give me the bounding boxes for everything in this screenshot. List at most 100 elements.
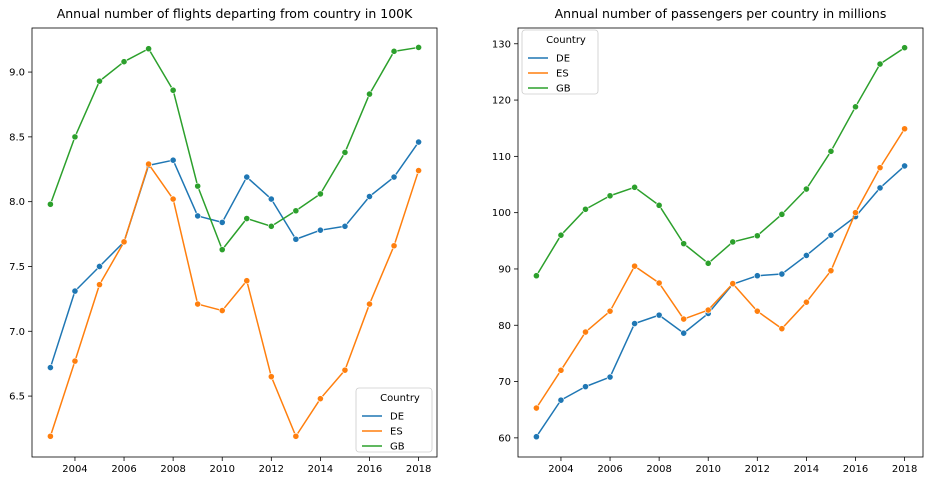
passengers-point-es [557,366,565,374]
passengers-point-gb [852,103,859,111]
passengers-point-es [680,315,688,323]
flights-point-gb [218,246,226,254]
passengers-x-tick-label: 2018 [892,464,917,475]
flights-point-gb [145,45,152,53]
flights-point-es [218,307,226,314]
flights-y-tick-label: 8.5 [9,132,25,143]
passengers-point-es [729,280,737,287]
flights-point-es [120,238,128,246]
flights-point-es [194,300,202,308]
passengers-y-tick-label: 100 [492,208,511,219]
passengers-x-tick-label: 2012 [745,464,770,475]
flights-point-es [47,432,54,440]
passengers-chart-panel: Annual number of passengers per country … [492,6,924,475]
passengers-point-gb [680,240,688,248]
passengers-point-es [778,325,786,333]
flights-point-es [366,300,373,308]
flights-point-de [292,235,300,243]
passengers-point-de [631,320,638,327]
passengers-point-es [852,209,859,217]
passengers-point-de [778,270,786,278]
flights-point-gb [390,47,398,55]
passengers-series-line-de [535,165,906,438]
passengers-point-es [533,404,540,412]
passengers-point-es [704,306,712,314]
passengers-point-de [827,231,835,239]
flights-point-gb [194,182,202,190]
flights-x-tick-label: 2016 [357,464,382,475]
passengers-point-gb [753,232,761,240]
flights-point-de [267,195,275,203]
passengers-point-gb [582,205,589,213]
passengers-point-es [582,328,589,336]
flights-point-gb [366,90,373,98]
passengers-legend-box [521,29,599,95]
passengers-point-es [753,307,761,315]
flights-point-gb [169,86,177,94]
passengers-point-gb [606,192,614,200]
flights-y-tick-label: 8.0 [9,197,25,208]
passengers-y-tick-label: 120 [492,96,511,107]
passengers-x-tick-label: 2008 [646,464,671,475]
flights-point-es [243,277,251,285]
flights-y-tick-label: 7.0 [9,327,25,338]
flights-point-de [366,193,373,200]
flights-point-es [96,281,103,289]
flights-legend-label-de: DE [390,412,404,423]
flights-point-es [390,242,398,250]
passengers-point-es [803,298,810,306]
flights-point-de [243,173,251,181]
flights-point-de [390,173,398,181]
passengers-point-gb [778,210,786,218]
flights-legend-title: Country [380,393,420,404]
passengers-legend-label-es: ES [556,69,569,80]
flights-point-gb [317,190,324,198]
passengers-point-gb [704,259,712,267]
flights-x-tick-label: 2014 [308,464,333,475]
flights-point-de [47,364,54,371]
flights-point-gb [341,149,349,156]
passengers-legend-label-de: DE [556,54,570,65]
flights-legend: Country DE ES GB [355,387,433,453]
passengers-point-es [631,262,638,270]
passengers-point-es [876,164,884,172]
passengers-point-gb [827,147,835,155]
passengers-series-line-gb [535,47,906,277]
passengers-x-tick-label: 2014 [794,464,819,475]
flights-point-de [194,212,202,220]
flights-point-es [71,357,79,365]
passengers-point-de [753,272,761,280]
passengers-point-gb [803,185,810,193]
flights-chart-panel: Annual number of flights departing from … [9,6,438,475]
flights-legend-label-gb: GB [390,442,405,453]
flights-y-tick-label: 6.5 [9,392,25,403]
flights-x-tick-label: 2018 [406,464,431,475]
flights-point-es [415,167,422,174]
passengers-point-gb [533,272,540,280]
passengers-point-de [606,373,614,381]
passengers-x-tick-label: 2016 [843,464,868,475]
passengers-point-de [680,329,688,337]
flights-x-tick-label: 2004 [62,464,87,475]
passengers-point-gb [901,44,908,52]
flights-point-es [169,195,177,203]
flights-chart-title: Annual number of flights departing from … [57,6,413,21]
flights-point-de [317,226,324,234]
flights-y-tick-label: 7.5 [9,262,25,273]
flights-point-es [292,432,300,440]
passengers-point-gb [631,183,638,191]
flights-point-es [341,366,349,374]
passengers-legend: Country DE ES GB [521,29,599,95]
flights-x-tick-label: 2008 [160,464,185,475]
flights-point-es [267,373,275,381]
passengers-point-de [655,311,663,319]
passengers-point-gb [729,238,737,246]
flights-legend-label-es: ES [390,427,403,438]
flights-plot-frame [31,27,438,458]
passengers-point-gb [655,201,663,209]
flights-point-gb [292,207,300,215]
flights-series-line-de [49,141,420,368]
passengers-point-es [606,307,614,315]
passengers-point-de [557,396,565,404]
